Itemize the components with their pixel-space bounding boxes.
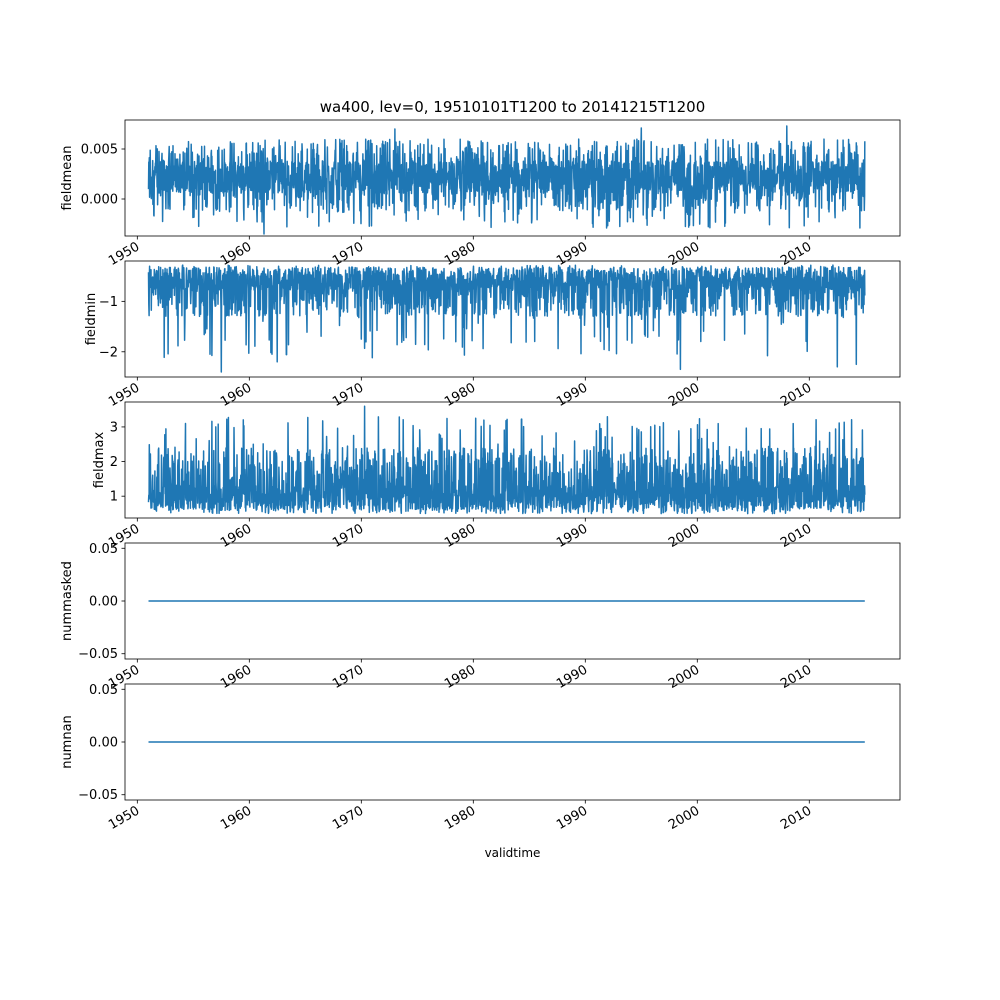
y-tick-label: −2 [99, 345, 118, 360]
axes-frame [124, 260, 901, 378]
y-axis-label: fieldmean [60, 146, 75, 211]
y-axis-label: nummasked [60, 561, 75, 641]
series-line-fieldmin [147, 264, 866, 373]
y-tick-label: 0.05 [89, 683, 118, 698]
y-tick-label: 0.05 [89, 542, 118, 557]
x-axis-label: validtime [485, 846, 541, 860]
y-tick-label: 1 [110, 490, 118, 505]
y-axis-label: fieldmin [84, 293, 99, 346]
y-axis-label: numnan [60, 715, 75, 769]
y-tick-label: 0.00 [89, 595, 118, 610]
figure-title: wa400, lev=0, 19510101T1200 to 20141215T… [320, 98, 706, 116]
y-axis-label: fieldmax [92, 432, 107, 489]
series-line-fieldmax [147, 405, 866, 515]
y-tick-label: 0.005 [81, 143, 118, 158]
axes-frame [124, 401, 901, 519]
y-tick-label: 2 [110, 455, 118, 470]
y-tick-label: −0.05 [78, 647, 118, 662]
y-tick-label: −1 [99, 295, 118, 310]
series-line-fieldmean [147, 125, 866, 235]
axes-frame [124, 119, 901, 237]
y-tick-label: −0.05 [78, 788, 118, 803]
y-tick-label: 3 [110, 420, 118, 435]
y-tick-label: 0.00 [89, 736, 118, 751]
y-tick-label: 0.000 [81, 193, 118, 208]
